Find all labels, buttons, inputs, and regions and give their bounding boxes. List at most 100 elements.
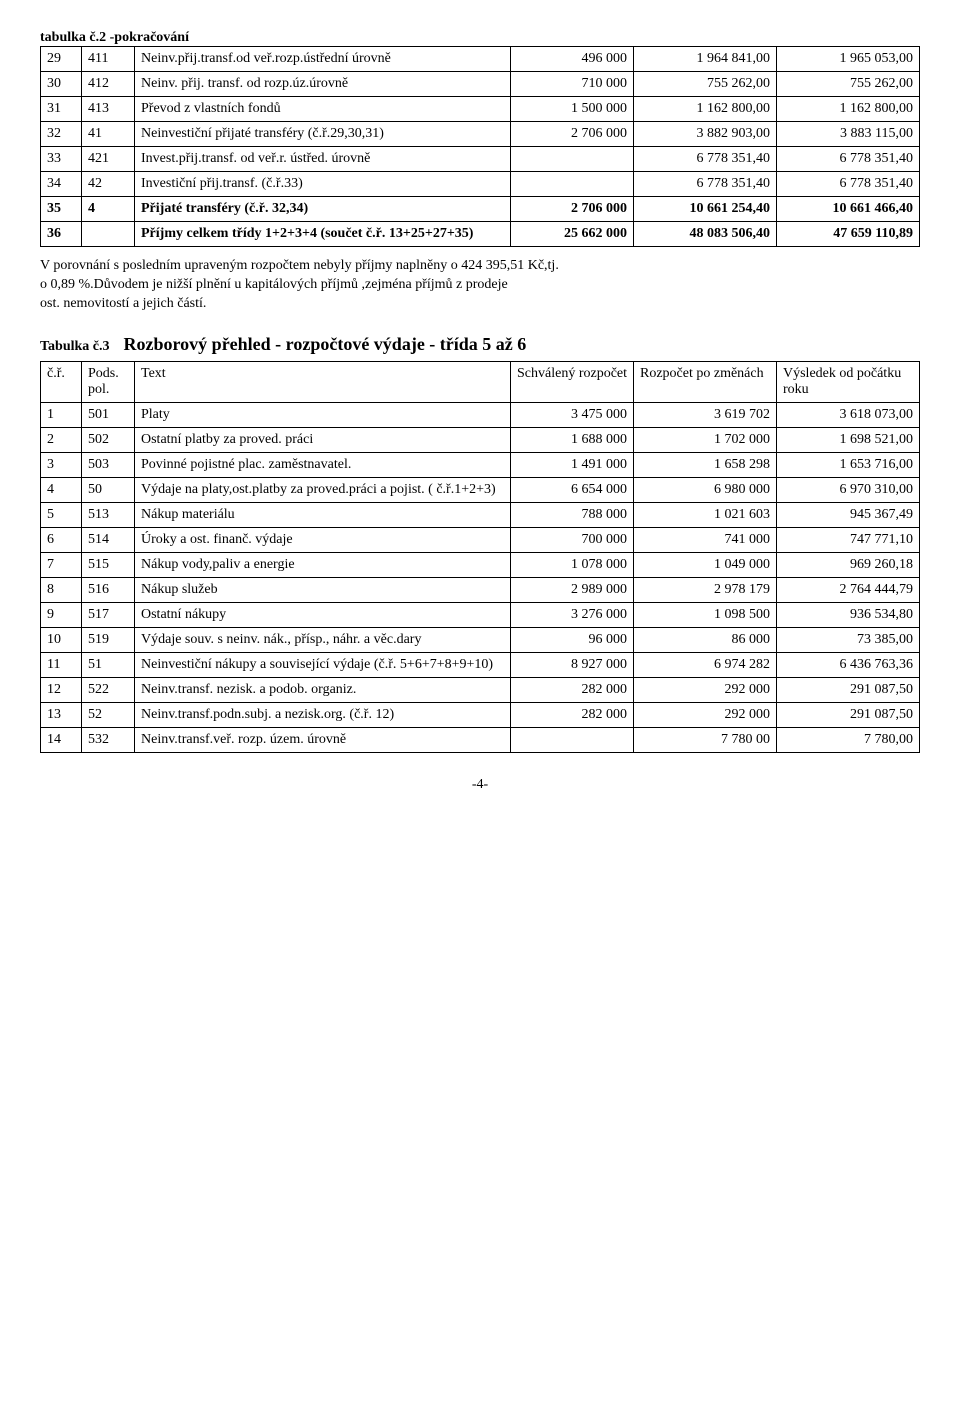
table-cell: 503: [82, 452, 135, 477]
table-row: 30412Neinv. přij. transf. od rozp.úz.úro…: [41, 72, 920, 97]
table-cell: 31: [41, 97, 82, 122]
table-cell: 3 882 903,00: [634, 122, 777, 147]
table-cell: 2: [41, 427, 82, 452]
table-3: č.ř.Pods. pol.TextSchválený rozpočetRozp…: [40, 361, 920, 753]
table-cell: 502: [82, 427, 135, 452]
table-cell: 48 083 506,40: [634, 222, 777, 247]
table-cell: Nákup služeb: [135, 577, 511, 602]
table-cell: 700 000: [511, 527, 634, 552]
table-cell: Povinné pojistné plac. zaměstnavatel.: [135, 452, 511, 477]
table-row: 3442Investiční přij.transf. (č.ř.33)6 77…: [41, 172, 920, 197]
table-row: 1501Platy3 475 0003 619 7023 618 073,00: [41, 402, 920, 427]
table-cell: 51: [82, 652, 135, 677]
table-cell: Nákup materiálu: [135, 502, 511, 527]
table-cell: 73 385,00: [777, 627, 920, 652]
table-cell: 36: [41, 222, 82, 247]
table-cell: 1 098 500: [634, 602, 777, 627]
table-header-row: č.ř.Pods. pol.TextSchválený rozpočetRozp…: [41, 361, 920, 402]
table-cell: 1 021 603: [634, 502, 777, 527]
table-cell: 1 500 000: [511, 97, 634, 122]
table-cell: 47 659 110,89: [777, 222, 920, 247]
para-line-3: ost. nemovitostí a jejich částí.: [40, 296, 206, 311]
table-cell: 413: [82, 97, 135, 122]
table-row: 450Výdaje na platy,ost.platby za proved.…: [41, 477, 920, 502]
table-cell: Ostatní nákupy: [135, 602, 511, 627]
table-cell: 3: [41, 452, 82, 477]
table-cell: 1 688 000: [511, 427, 634, 452]
table-cell: 30: [41, 72, 82, 97]
table-row: 12522Neinv.transf. nezisk. a podob. orga…: [41, 677, 920, 702]
table-cell: 8: [41, 577, 82, 602]
table3-heading: Tabulka č.3 Rozborový přehled - rozpočto…: [40, 334, 920, 355]
table-cell: 7: [41, 552, 82, 577]
table-cell: 710 000: [511, 72, 634, 97]
table-cell: 496 000: [511, 47, 634, 72]
table-cell: 514: [82, 527, 135, 552]
table-cell: Neinv.transf.podn.subj. a nezisk.org. (č…: [135, 702, 511, 727]
table-cell: 10: [41, 627, 82, 652]
table-cell: 513: [82, 502, 135, 527]
table-cell: 5: [41, 502, 82, 527]
table-cell: Výdaje souv. s neinv. nák., přísp., náhr…: [135, 627, 511, 652]
table-cell: 755 262,00: [777, 72, 920, 97]
table-cell: Výsledek od počátku roku: [777, 361, 920, 402]
table-cell: 516: [82, 577, 135, 602]
table3-label: Tabulka č.3: [40, 339, 110, 354]
table-cell: 519: [82, 627, 135, 652]
table-cell: Schválený rozpočet: [511, 361, 634, 402]
table-row: 29411Neinv.přij.transf.od veř.rozp.ústře…: [41, 47, 920, 72]
table-cell: 33: [41, 147, 82, 172]
table-cell: 6 778 351,40: [777, 172, 920, 197]
table-cell: Neinvestiční přijaté transféry (č.ř.29,3…: [135, 122, 511, 147]
table-cell: 517: [82, 602, 135, 627]
table-cell: 1 491 000: [511, 452, 634, 477]
table-cell: č.ř.: [41, 361, 82, 402]
table-cell: 788 000: [511, 502, 634, 527]
table-cell: 6: [41, 527, 82, 552]
table-cell: 35: [41, 197, 82, 222]
table-cell: [511, 172, 634, 197]
table-cell: 86 000: [634, 627, 777, 652]
table-cell: 7 780 00: [634, 727, 777, 752]
table-cell: 10 661 466,40: [777, 197, 920, 222]
table-cell: 9: [41, 602, 82, 627]
table-cell: 1 162 800,00: [777, 97, 920, 122]
table-cell: Nákup vody,paliv a energie: [135, 552, 511, 577]
table-cell: Neinv.transf. nezisk. a podob. organiz.: [135, 677, 511, 702]
table-row: 5513Nákup materiálu788 0001 021 603945 3…: [41, 502, 920, 527]
table-cell: 292 000: [634, 677, 777, 702]
table-cell: 29: [41, 47, 82, 72]
paragraph: V porovnání s posledním upraveným rozpoč…: [40, 257, 920, 314]
table-cell: Rozpočet po změnách: [634, 361, 777, 402]
table-cell: 532: [82, 727, 135, 752]
table-cell: 1 078 000: [511, 552, 634, 577]
table-cell: 13: [41, 702, 82, 727]
table-cell: 741 000: [634, 527, 777, 552]
table-cell: 2 764 444,79: [777, 577, 920, 602]
page-footer: -4-: [40, 777, 920, 793]
table-cell: 52: [82, 702, 135, 727]
table-cell: 1 653 716,00: [777, 452, 920, 477]
table-cell: 32: [41, 122, 82, 147]
table-row: 3503Povinné pojistné plac. zaměstnavatel…: [41, 452, 920, 477]
table-row: 9517Ostatní nákupy3 276 0001 098 500936 …: [41, 602, 920, 627]
table-row: 33421Invest.přij.transf. od veř.r. ústře…: [41, 147, 920, 172]
table-cell: 522: [82, 677, 135, 702]
table-cell: 1 964 841,00: [634, 47, 777, 72]
table-cell: 411: [82, 47, 135, 72]
table-cell: Pods. pol.: [82, 361, 135, 402]
table-row: 1151Neinvestiční nákupy a související vý…: [41, 652, 920, 677]
table-cell: 292 000: [634, 702, 777, 727]
table-cell: 969 260,18: [777, 552, 920, 577]
table-cell: 291 087,50: [777, 702, 920, 727]
table-cell: 41: [82, 122, 135, 147]
table-cell: 2 978 179: [634, 577, 777, 602]
table-cell: 1 049 000: [634, 552, 777, 577]
table-cell: Invest.přij.transf. od veř.r. ústřed. úr…: [135, 147, 511, 172]
table-cell: 936 534,80: [777, 602, 920, 627]
table-cell: 3 619 702: [634, 402, 777, 427]
para-line-1: V porovnání s posledním upraveným rozpoč…: [40, 258, 559, 273]
table-row: 2502Ostatní platby za proved. práci1 688…: [41, 427, 920, 452]
table-cell: 2 706 000: [511, 197, 634, 222]
table-row: 3241Neinvestiční přijaté transféry (č.ř.…: [41, 122, 920, 147]
